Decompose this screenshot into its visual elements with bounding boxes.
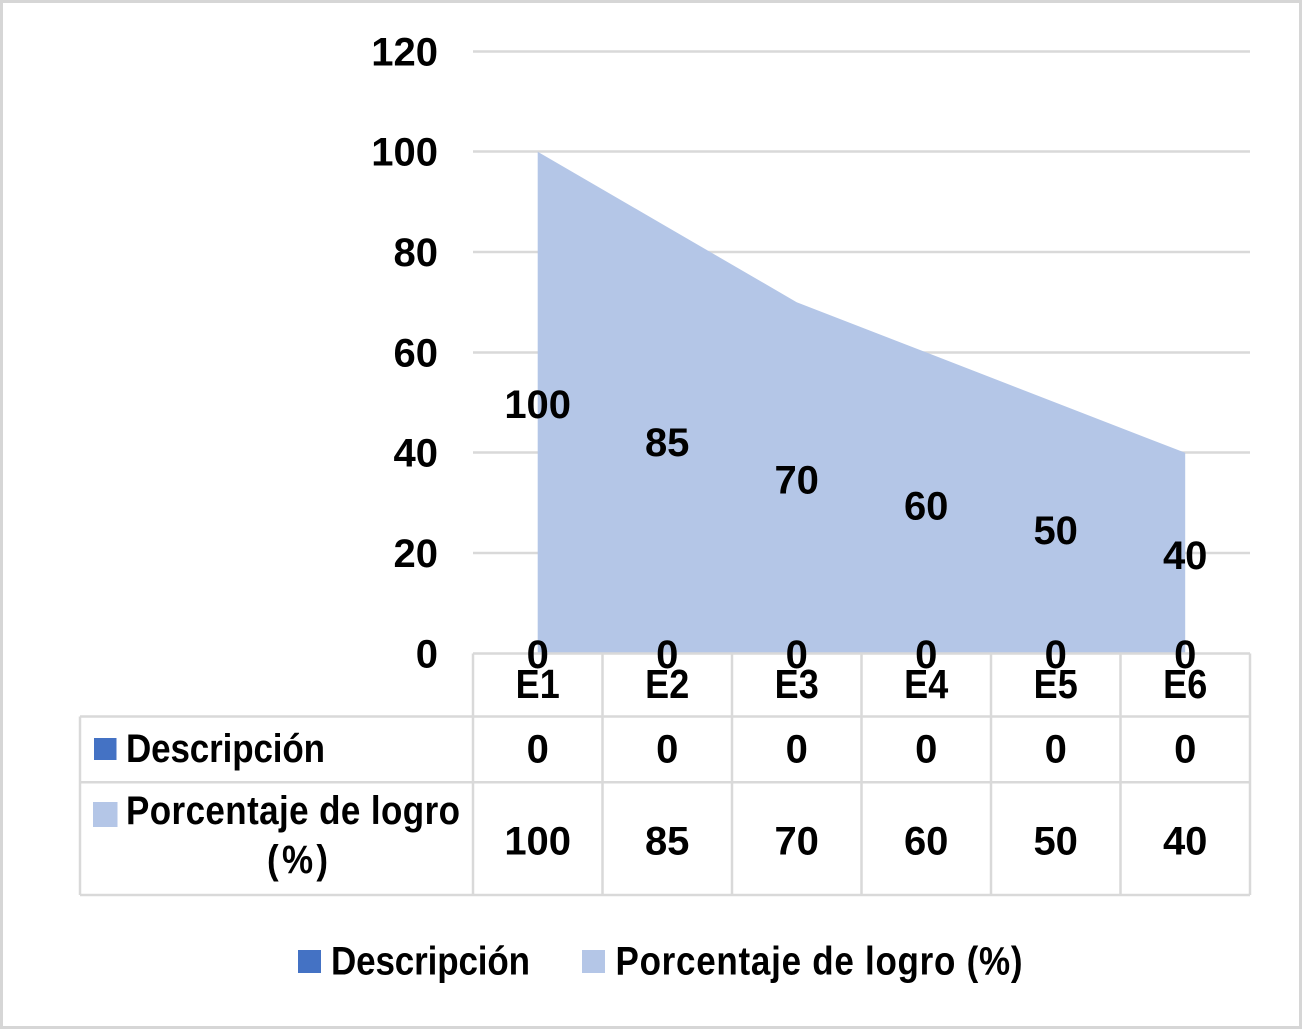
svg-text:0: 0 (786, 633, 808, 677)
svg-text:Porcentaje de logro (%): Porcentaje de logro (%) (616, 938, 1023, 983)
svg-text:40: 40 (394, 431, 439, 475)
svg-text:E1: E1 (516, 662, 560, 707)
svg-text:0: 0 (527, 633, 549, 677)
svg-text:Porcentaje de logro: Porcentaje de logro (126, 788, 460, 833)
svg-text:100: 100 (504, 819, 571, 863)
svg-text:70: 70 (774, 458, 819, 502)
svg-text:40: 40 (1163, 819, 1208, 863)
svg-text:60: 60 (904, 484, 949, 528)
svg-text:0: 0 (416, 632, 438, 676)
svg-text:85: 85 (645, 819, 690, 863)
svg-text:Descripción: Descripción (126, 726, 325, 771)
svg-text:0: 0 (1045, 633, 1067, 677)
svg-text:E6: E6 (1163, 662, 1207, 707)
svg-text:0: 0 (527, 728, 549, 772)
svg-text:(%): (%) (267, 837, 328, 882)
svg-text:0: 0 (1174, 728, 1196, 772)
svg-text:0: 0 (1174, 633, 1196, 677)
svg-text:50: 50 (1033, 509, 1078, 553)
svg-text:0: 0 (915, 633, 937, 677)
svg-text:60: 60 (904, 819, 949, 863)
svg-text:50: 50 (1033, 819, 1078, 863)
svg-text:0: 0 (1045, 728, 1067, 772)
svg-text:70: 70 (774, 819, 819, 863)
svg-text:E4: E4 (904, 662, 949, 707)
svg-text:20: 20 (394, 532, 439, 576)
svg-text:60: 60 (394, 331, 439, 375)
svg-text:80: 80 (394, 231, 439, 275)
svg-text:40: 40 (1163, 534, 1208, 578)
svg-text:120: 120 (371, 30, 438, 74)
svg-text:85: 85 (645, 421, 690, 465)
svg-text:0: 0 (656, 728, 678, 772)
svg-text:E2: E2 (645, 662, 689, 707)
svg-text:E5: E5 (1034, 662, 1078, 707)
svg-text:E3: E3 (775, 662, 819, 707)
svg-text:Descripción: Descripción (331, 938, 530, 983)
svg-text:0: 0 (786, 728, 808, 772)
svg-text:0: 0 (915, 728, 937, 772)
svg-text:100: 100 (504, 383, 571, 427)
svg-text:100: 100 (371, 131, 438, 175)
svg-text:0: 0 (656, 633, 678, 677)
